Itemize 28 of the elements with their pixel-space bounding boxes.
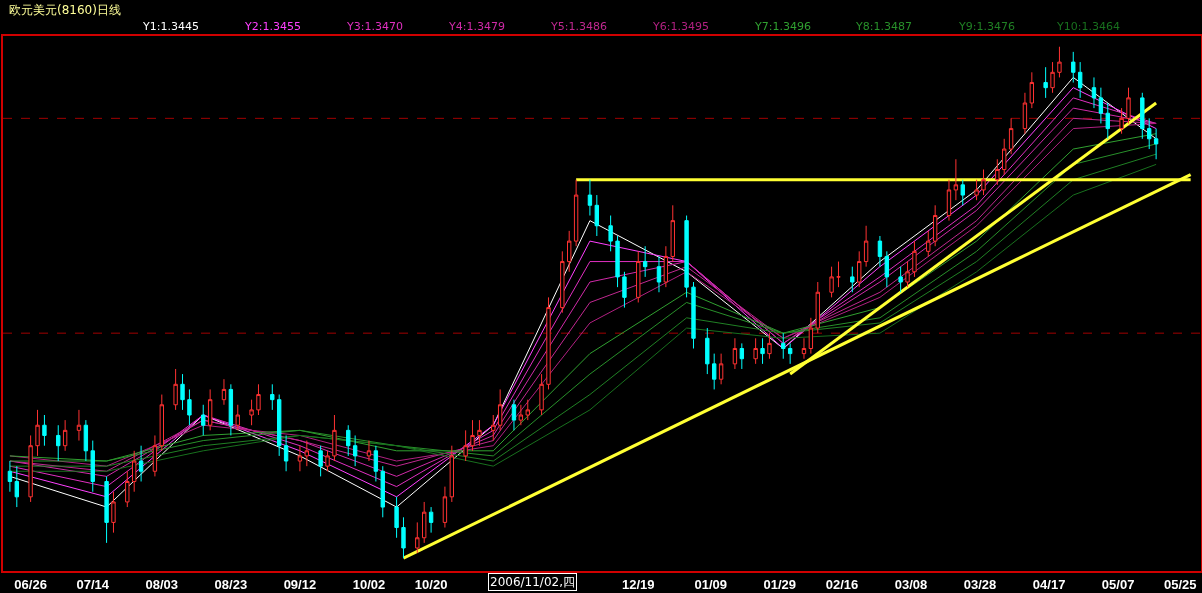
- text: Y6:1.3495: [652, 20, 709, 33]
- text: 2006/11/02,四: [490, 575, 575, 589]
- x-tick-label: 05/07: [1101, 576, 1135, 592]
- x-tick-label: 05/25: [1164, 576, 1197, 592]
- text: Y9:1.3476: [958, 20, 1015, 33]
- text: Y10:1.3464: [1056, 20, 1120, 33]
- x-tick-label: 08/03: [145, 576, 179, 592]
- text: Y2:1.3455: [244, 20, 301, 33]
- x-tick-label: 12/19: [621, 576, 655, 592]
- text: Y1:1.3445: [142, 20, 199, 33]
- x-tick-label: 04/17: [1032, 576, 1066, 592]
- x-tick-label: 02/16: [825, 576, 859, 592]
- x-tick-label: 10/02: [352, 576, 386, 592]
- text: Y7:1.3496: [754, 20, 811, 33]
- x-tick-label: 09/12: [283, 576, 317, 592]
- x-tick-label: 06/26: [14, 576, 47, 592]
- x-tick-label: 08/23: [214, 576, 248, 592]
- text: Y8:1.3487: [855, 20, 912, 33]
- x-tick-label: 03/28: [963, 576, 997, 592]
- text: Y3:1.3470: [346, 20, 403, 33]
- x-tick-label: 01/29: [763, 576, 797, 592]
- x-tick-label: 10/20: [414, 576, 448, 592]
- x-tick-label: 07/14: [76, 576, 110, 592]
- chart-title: 欧元美元(8160)日线: [9, 3, 121, 17]
- text: Y5:1.3486: [550, 20, 607, 33]
- x-tick-label: 03/08: [894, 576, 928, 592]
- text: Y4:1.3479: [448, 20, 505, 33]
- x-tick-label: 01/09: [694, 576, 728, 592]
